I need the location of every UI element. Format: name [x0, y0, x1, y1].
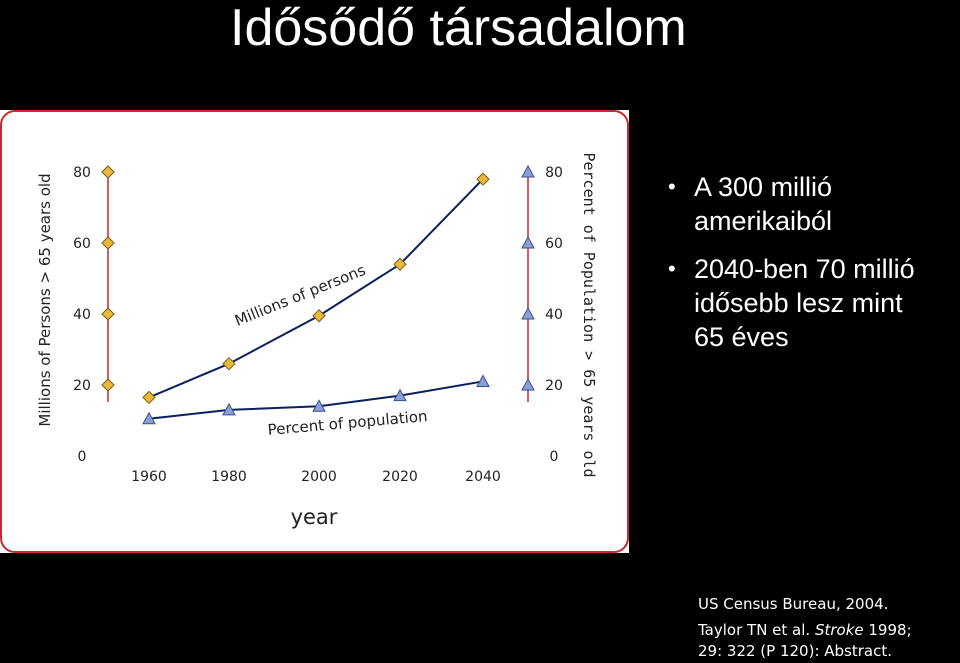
y-tick-right-label: 0 — [550, 449, 559, 465]
source-journal: Stroke — [814, 621, 864, 639]
source-line-taylor: Taylor TN et al. Stroke 1998; — [698, 620, 960, 641]
x-tick-label: 1960 — [131, 469, 167, 485]
y-axis-left-marker — [101, 165, 115, 179]
data-point-percent — [393, 388, 407, 402]
y-tick-left-label: 20 — [73, 378, 91, 394]
y-axis-right-marker — [521, 235, 535, 249]
data-point-millions — [312, 309, 326, 323]
data-point-millions — [222, 356, 236, 371]
y-axis-left-marker — [101, 307, 115, 321]
x-tick-label: 1980 — [211, 469, 247, 485]
bullet-list: • A 300 millió amerikaiból • 2040-ben 70… — [668, 170, 960, 368]
source-line-pages: 29: 322 (P 120): Abstract. — [698, 642, 893, 660]
bullet-item: • 2040-ben 70 millió idősebb lesz mint 6… — [668, 252, 960, 354]
panel-border — [0, 110, 629, 553]
bullet-item: • A 300 millió amerikaiból — [668, 170, 960, 238]
slide-title: Idősődő társadalom — [230, 0, 687, 57]
y-tick-right-label: 80 — [545, 165, 563, 181]
y-axis-left-marker — [101, 378, 115, 392]
y-tick-left-label: 0 — [78, 449, 87, 465]
chart-panel: 0 20 40 60 80 0 20 40 60 80 1960 1980 2000 2020 2040… — [0, 110, 629, 553]
source-line-census: US Census Bureau, 2004. — [698, 595, 889, 613]
bullet-text: A 300 millió amerikaiból — [694, 172, 833, 236]
x-tick-label: 2020 — [382, 469, 418, 485]
data-point-millions — [476, 172, 490, 186]
data-point-percent — [312, 399, 326, 412]
y-tick-left-label: 80 — [73, 165, 91, 181]
x-tick-label: 2040 — [465, 469, 501, 485]
bullet-dot-icon: • — [668, 174, 676, 199]
y-tick-right-label: 40 — [545, 307, 563, 323]
y-tick-right-label: 60 — [545, 236, 563, 252]
data-point-millions — [142, 390, 156, 405]
y-tick-right-label: 20 — [545, 378, 563, 394]
y-tick-left-label: 60 — [73, 236, 91, 252]
source-authors: Taylor TN et al. — [698, 621, 815, 639]
y-axis-right-marker — [521, 377, 535, 391]
data-point-percent — [222, 402, 236, 416]
y-axis-left-marker — [101, 236, 115, 250]
y-tick-left-label: 40 — [73, 307, 91, 323]
x-tick-label: 2000 — [301, 469, 337, 485]
source-year: 1998; — [863, 621, 912, 639]
bullet-text: 2040-ben 70 millió idősebb lesz mint 65 … — [694, 254, 915, 352]
y-axis-right-marker — [521, 164, 535, 178]
data-point-millions — [393, 257, 407, 272]
y-axis-left-label: Millions of Persons > 65 years old — [36, 173, 54, 426]
data-point-percent — [142, 411, 156, 425]
x-axis-label: year — [291, 505, 338, 529]
bullet-dot-icon: • — [668, 256, 676, 281]
source-citation: US Census Bureau, 2004. Taylor TN et al.… — [698, 594, 960, 662]
data-point-percent — [476, 374, 490, 387]
y-axis-right-marker — [521, 306, 535, 320]
y-axis-right-label: Percent of Population > 65 years old — [580, 152, 598, 477]
